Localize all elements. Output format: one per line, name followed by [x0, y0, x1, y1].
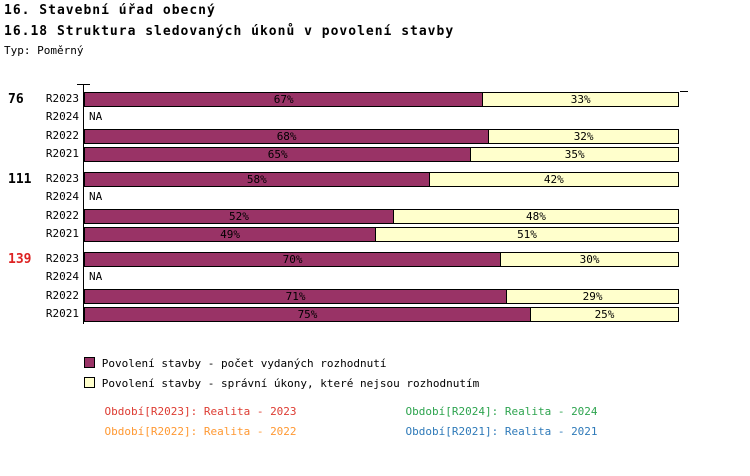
bar-segment-other-acts: 48%	[392, 209, 679, 224]
bar-row: 65% 35%	[84, 147, 680, 162]
period-label: R2024	[45, 190, 79, 203]
bar-row: 52% 48%	[84, 209, 680, 224]
legend-swatch-decisions	[83, 357, 95, 368]
bar-segment-decisions: 58%	[84, 172, 430, 187]
bar-segment-decisions: 52%	[84, 209, 394, 224]
segment-value-label: 70%	[282, 253, 303, 266]
bar-row: 67% 33%	[84, 92, 680, 107]
bar-segment-decisions: 70%	[84, 252, 502, 267]
period-label: R2022	[45, 129, 79, 142]
bar-segment-other-acts: 25%	[530, 307, 679, 322]
bar-row: 75% 25%	[84, 307, 680, 322]
bar-row: 58% 42%	[84, 172, 680, 187]
bar-segment-other-acts: 33%	[482, 92, 679, 107]
segment-value-label: 52%	[229, 210, 249, 223]
period-legend-r2024: Období[R2024]: Realita - 2024	[405, 405, 598, 418]
period-label: R2024	[45, 270, 79, 283]
axis-right-tick	[680, 91, 688, 92]
legend-item-decisions: Povolení stavby - počet vydaných rozhodn…	[44, 345, 479, 370]
legend-label-decisions: Povolení stavby - počet vydaných rozhodn…	[101, 357, 387, 370]
segment-value-label: 75%	[297, 308, 318, 321]
segment-value-label: 51%	[517, 228, 537, 241]
period-legend-row-2: Období[R2022]: Realita - 2022 Období[R202…	[78, 412, 598, 451]
series-legend: Povolení stavby - počet vydaných rozhodn…	[44, 345, 479, 390]
bar-row: 68% 32%	[84, 129, 680, 144]
period-legend-r2023: Období[R2023]: Realita - 2023	[104, 405, 297, 418]
report-subtitle: 16.18 Struktura sledovaných úkonů v povo…	[4, 24, 455, 39]
bar-segment-other-acts: 29%	[506, 289, 679, 304]
legend-swatch-other-acts	[83, 377, 95, 388]
bar-segment-other-acts: 30%	[500, 252, 679, 267]
segment-value-label: 42%	[543, 173, 564, 186]
segment-value-label: 71%	[285, 290, 306, 303]
legend-item-other-acts: Povolení stavby - správní úkony, které n…	[44, 365, 479, 390]
bar-segment-decisions: 75%	[84, 307, 531, 322]
bar-row: 70% 30%	[84, 252, 680, 267]
bar-segment-decisions: 65%	[84, 147, 472, 162]
y-axis-line	[83, 84, 84, 324]
segment-value-label: 58%	[246, 173, 267, 186]
segment-value-label: 68%	[276, 130, 297, 143]
bar-row: 71% 29%	[84, 289, 680, 304]
segment-value-label: 35%	[564, 148, 585, 161]
period-label: R2021	[45, 147, 79, 160]
segment-value-label: 65%	[267, 148, 288, 161]
period-label: R2024	[45, 110, 79, 123]
segment-value-label: 29%	[582, 290, 603, 303]
bar-row: 49% 51%	[84, 227, 680, 242]
bar-segment-other-acts: 51%	[375, 227, 679, 242]
period-label: R2021	[45, 227, 79, 240]
bar-segment-other-acts: 42%	[428, 172, 679, 187]
bar-segment-decisions: 67%	[84, 92, 484, 107]
segment-value-label: 30%	[579, 253, 600, 266]
period-label: R2023	[45, 92, 79, 105]
group-total-label: 76	[8, 92, 24, 107]
period-legend-row-1: Období[R2023]: Realita - 2023 Období[R202…	[78, 392, 598, 431]
period-label: R2022	[45, 289, 79, 302]
segment-value-label: 33%	[570, 93, 591, 106]
bar-segment-other-acts: 35%	[470, 147, 679, 162]
axis-top-tick	[77, 84, 90, 85]
period-legend-r2021: Období[R2021]: Realita - 2021	[405, 425, 598, 438]
period-label: R2021	[45, 307, 79, 320]
segment-value-label: 49%	[220, 228, 240, 241]
stacked-bar-chart: 76 R2023 67% 33% R2024 NA R2022 68% 32% R2021 65% 3…	[0, 84, 750, 330]
chart-type-label: Typ: Poměrný	[4, 44, 84, 57]
legend-label-other-acts: Povolení stavby - správní úkony, které n…	[101, 377, 480, 390]
segment-value-label: 48%	[526, 210, 546, 223]
segment-value-label: 32%	[573, 130, 594, 143]
segment-value-label: 25%	[594, 308, 615, 321]
bar-segment-other-acts: 32%	[488, 129, 679, 144]
group-total-label: 139	[8, 252, 32, 267]
bar-segment-decisions: 71%	[84, 289, 508, 304]
period-label: R2023	[45, 252, 79, 265]
na-label: NA	[89, 190, 103, 203]
bar-segment-decisions: 68%	[84, 129, 490, 144]
period-legend-r2022: Období[R2022]: Realita - 2022	[104, 425, 297, 438]
segment-value-label: 67%	[273, 93, 294, 106]
group-total-label: 111	[8, 172, 32, 187]
report-title: 16. Stavební úřad obecný	[4, 3, 216, 18]
bar-segment-decisions: 49%	[84, 227, 377, 242]
period-label: R2023	[45, 172, 79, 185]
period-label: R2022	[45, 209, 79, 222]
na-label: NA	[89, 110, 103, 123]
na-label: NA	[89, 270, 103, 283]
